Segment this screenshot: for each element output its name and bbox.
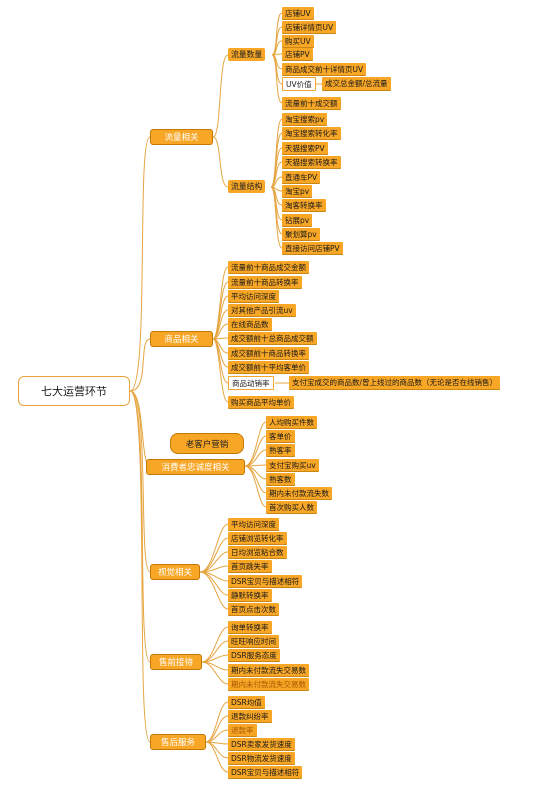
leaf-loyalty[interactable]: 客单价 <box>266 430 295 442</box>
leaf-aftersales[interactable]: DSR均值 <box>228 696 265 708</box>
leaf-products[interactable]: 平均访问深度 <box>228 290 279 302</box>
leaf-visual[interactable]: 静默转换率 <box>228 589 272 601</box>
branch-consumer-loyalty[interactable]: 消费者忠诚度相关 <box>146 459 245 475</box>
leaf-products[interactable]: 对其他产品引流uv <box>228 304 296 316</box>
branch-traffic[interactable]: 流量相关 <box>150 129 213 145</box>
leaf-loyalty[interactable]: 首次购买人数 <box>266 501 317 513</box>
leaf-products[interactable]: 成交额前十商品转换率 <box>228 347 309 359</box>
leaf-traffic-volume[interactable]: 店铺PV <box>282 48 313 60</box>
leaf-traffic-volume[interactable]: 流量前十成交额 <box>282 97 341 109</box>
leaf-presales[interactable]: 期内未付款流失交易数 <box>228 664 309 676</box>
leaf-traffic-volume[interactable]: 购买UV <box>282 35 314 47</box>
leaf-traffic-structure[interactable]: 直通车PV <box>282 171 321 183</box>
leaf-products[interactable]: 在线商品数 <box>228 318 272 330</box>
branch-presales[interactable]: 售前接待 <box>150 654 202 670</box>
leaf-traffic-structure[interactable]: 淘宝搜索转化率 <box>282 127 341 139</box>
leaf-loyalty[interactable]: 期内未付款流失数 <box>266 487 332 499</box>
leaf-products[interactable]: 购买商品平均单价 <box>228 396 294 408</box>
leaf-traffic-structure[interactable]: 淘客转换率 <box>282 199 326 211</box>
leaf-traffic-structure[interactable]: 直接访问店铺PV <box>282 242 343 254</box>
leaf-visual[interactable]: 日均浏览粘合数 <box>228 546 287 558</box>
leaf-traffic-structure[interactable]: 淘宝pv <box>282 185 313 197</box>
leaf-traffic-volume[interactable]: 商品成交前十详情页UV <box>282 63 367 75</box>
leaf-aftersales[interactable]: DSR宝贝与描述相符 <box>228 766 303 778</box>
leaf-visual[interactable]: DSR宝贝与描述相符 <box>228 575 303 587</box>
leaf-sell-through-formula[interactable]: 支付宝成交的商品数/曾上线过的商品数（无论是否在线销售） <box>289 376 501 389</box>
leaf-aftersales[interactable]: DSR卖家发货速度 <box>228 738 295 750</box>
leaf-products[interactable]: 流量前十商品转换率 <box>228 276 302 288</box>
leaf-loyalty[interactable]: 熟客数 <box>266 473 295 485</box>
leaf-presales[interactable]: DSR服务态度 <box>228 649 280 661</box>
leaf-products[interactable]: 成交额前十平均客单价 <box>228 361 309 373</box>
callout-old-customer-marketing[interactable]: 老客户营销 <box>170 433 244 454</box>
leaf-sell-through-rate[interactable]: 商品动销率 <box>228 376 274 390</box>
branch-aftersales[interactable]: 售后服务 <box>150 734 206 750</box>
leaf-products[interactable]: 流量前十商品成交金额 <box>228 261 309 273</box>
leaf-traffic-structure[interactable]: 天猫搜索转换率 <box>282 156 341 168</box>
leaf-traffic-volume[interactable]: 店铺详情页UV <box>282 21 337 33</box>
leaf-loyalty[interactable]: 支付宝购买uv <box>266 459 319 471</box>
leaf-loyalty[interactable]: 熟客率 <box>266 444 295 456</box>
group-traffic-structure[interactable]: 流量结构 <box>228 180 266 193</box>
leaf-visual[interactable]: 首页点击次数 <box>228 603 279 615</box>
leaf-presales[interactable]: 旺旺响应时间 <box>228 635 279 647</box>
leaf-traffic-volume[interactable]: 店铺UV <box>282 7 314 19</box>
leaf-presales[interactable]: 期内未付款流失交易数 <box>228 678 309 690</box>
leaf-aftersales[interactable]: DSR物流发货速度 <box>228 752 295 764</box>
leaf-traffic-structure[interactable]: 钻展pv <box>282 214 313 226</box>
leaf-uv-value[interactable]: UV价值 <box>282 77 316 91</box>
leaf-products[interactable]: 成交额前十总商品成交额 <box>228 332 317 344</box>
leaf-visual[interactable]: 平均访问深度 <box>228 518 279 530</box>
leaf-aftersales[interactable]: 退款率 <box>228 724 257 736</box>
leaf-traffic-structure[interactable]: 聚划算pv <box>282 228 320 240</box>
leaf-visual[interactable]: 首页跳失率 <box>228 560 272 572</box>
branch-products[interactable]: 商品相关 <box>150 331 213 347</box>
branch-visual[interactable]: 视觉相关 <box>150 564 200 580</box>
leaf-uv-value-formula[interactable]: 成交总金额/总流量 <box>322 77 391 90</box>
root-node[interactable]: 七大运营环节 <box>18 376 130 406</box>
leaf-traffic-structure[interactable]: 天猫搜索PV <box>282 142 328 154</box>
leaf-aftersales[interactable]: 退款纠纷率 <box>228 710 272 722</box>
leaf-traffic-structure[interactable]: 淘宝搜索pv <box>282 113 328 125</box>
leaf-visual[interactable]: 店铺浏览转化率 <box>228 532 287 544</box>
leaf-loyalty[interactable]: 人均购买件数 <box>266 416 317 428</box>
leaf-presales[interactable]: 询单转换率 <box>228 621 272 633</box>
group-traffic-volume[interactable]: 流量数量 <box>228 48 266 61</box>
